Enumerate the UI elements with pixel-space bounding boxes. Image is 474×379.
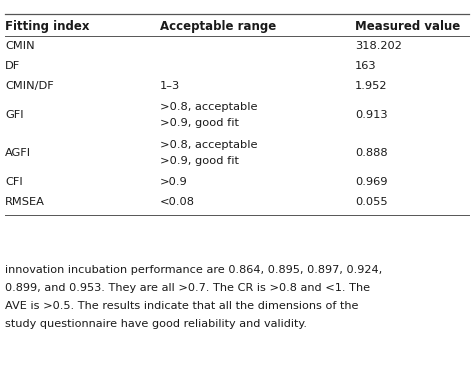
Text: CMIN: CMIN <box>5 41 35 51</box>
Text: DF: DF <box>5 61 20 71</box>
Text: innovation incubation performance are 0.864, 0.895, 0.897, 0.924,: innovation incubation performance are 0.… <box>5 265 382 275</box>
Text: Fitting index: Fitting index <box>5 20 90 33</box>
Text: 1.952: 1.952 <box>355 81 388 91</box>
Text: study questionnaire have good reliability and validity.: study questionnaire have good reliabilit… <box>5 319 307 329</box>
Text: 0.969: 0.969 <box>355 177 388 187</box>
Text: >0.9, good fit: >0.9, good fit <box>160 118 239 128</box>
Text: 0.055: 0.055 <box>355 197 388 207</box>
Text: 0.899, and 0.953. They are all >0.7. The CR is >0.8 and <1. The: 0.899, and 0.953. They are all >0.7. The… <box>5 283 370 293</box>
Text: CMIN/DF: CMIN/DF <box>5 81 54 91</box>
Text: >0.9, good fit: >0.9, good fit <box>160 157 239 166</box>
Text: 0.888: 0.888 <box>355 148 388 158</box>
Text: 0.913: 0.913 <box>355 110 388 120</box>
Text: >0.8, acceptable: >0.8, acceptable <box>160 139 257 150</box>
Text: >0.9: >0.9 <box>160 177 188 187</box>
Text: <0.08: <0.08 <box>160 197 195 207</box>
Text: Measured value: Measured value <box>355 20 460 33</box>
Text: GFI: GFI <box>5 110 24 120</box>
Text: CFI: CFI <box>5 177 23 187</box>
Text: RMSEA: RMSEA <box>5 197 45 207</box>
Text: >0.8, acceptable: >0.8, acceptable <box>160 102 257 112</box>
Text: Acceptable range: Acceptable range <box>160 20 276 33</box>
Text: 163: 163 <box>355 61 377 71</box>
Text: 1–3: 1–3 <box>160 81 180 91</box>
Text: 318.202: 318.202 <box>355 41 402 51</box>
Text: AVE is >0.5. The results indicate that all the dimensions of the: AVE is >0.5. The results indicate that a… <box>5 301 358 311</box>
Text: AGFI: AGFI <box>5 148 31 158</box>
